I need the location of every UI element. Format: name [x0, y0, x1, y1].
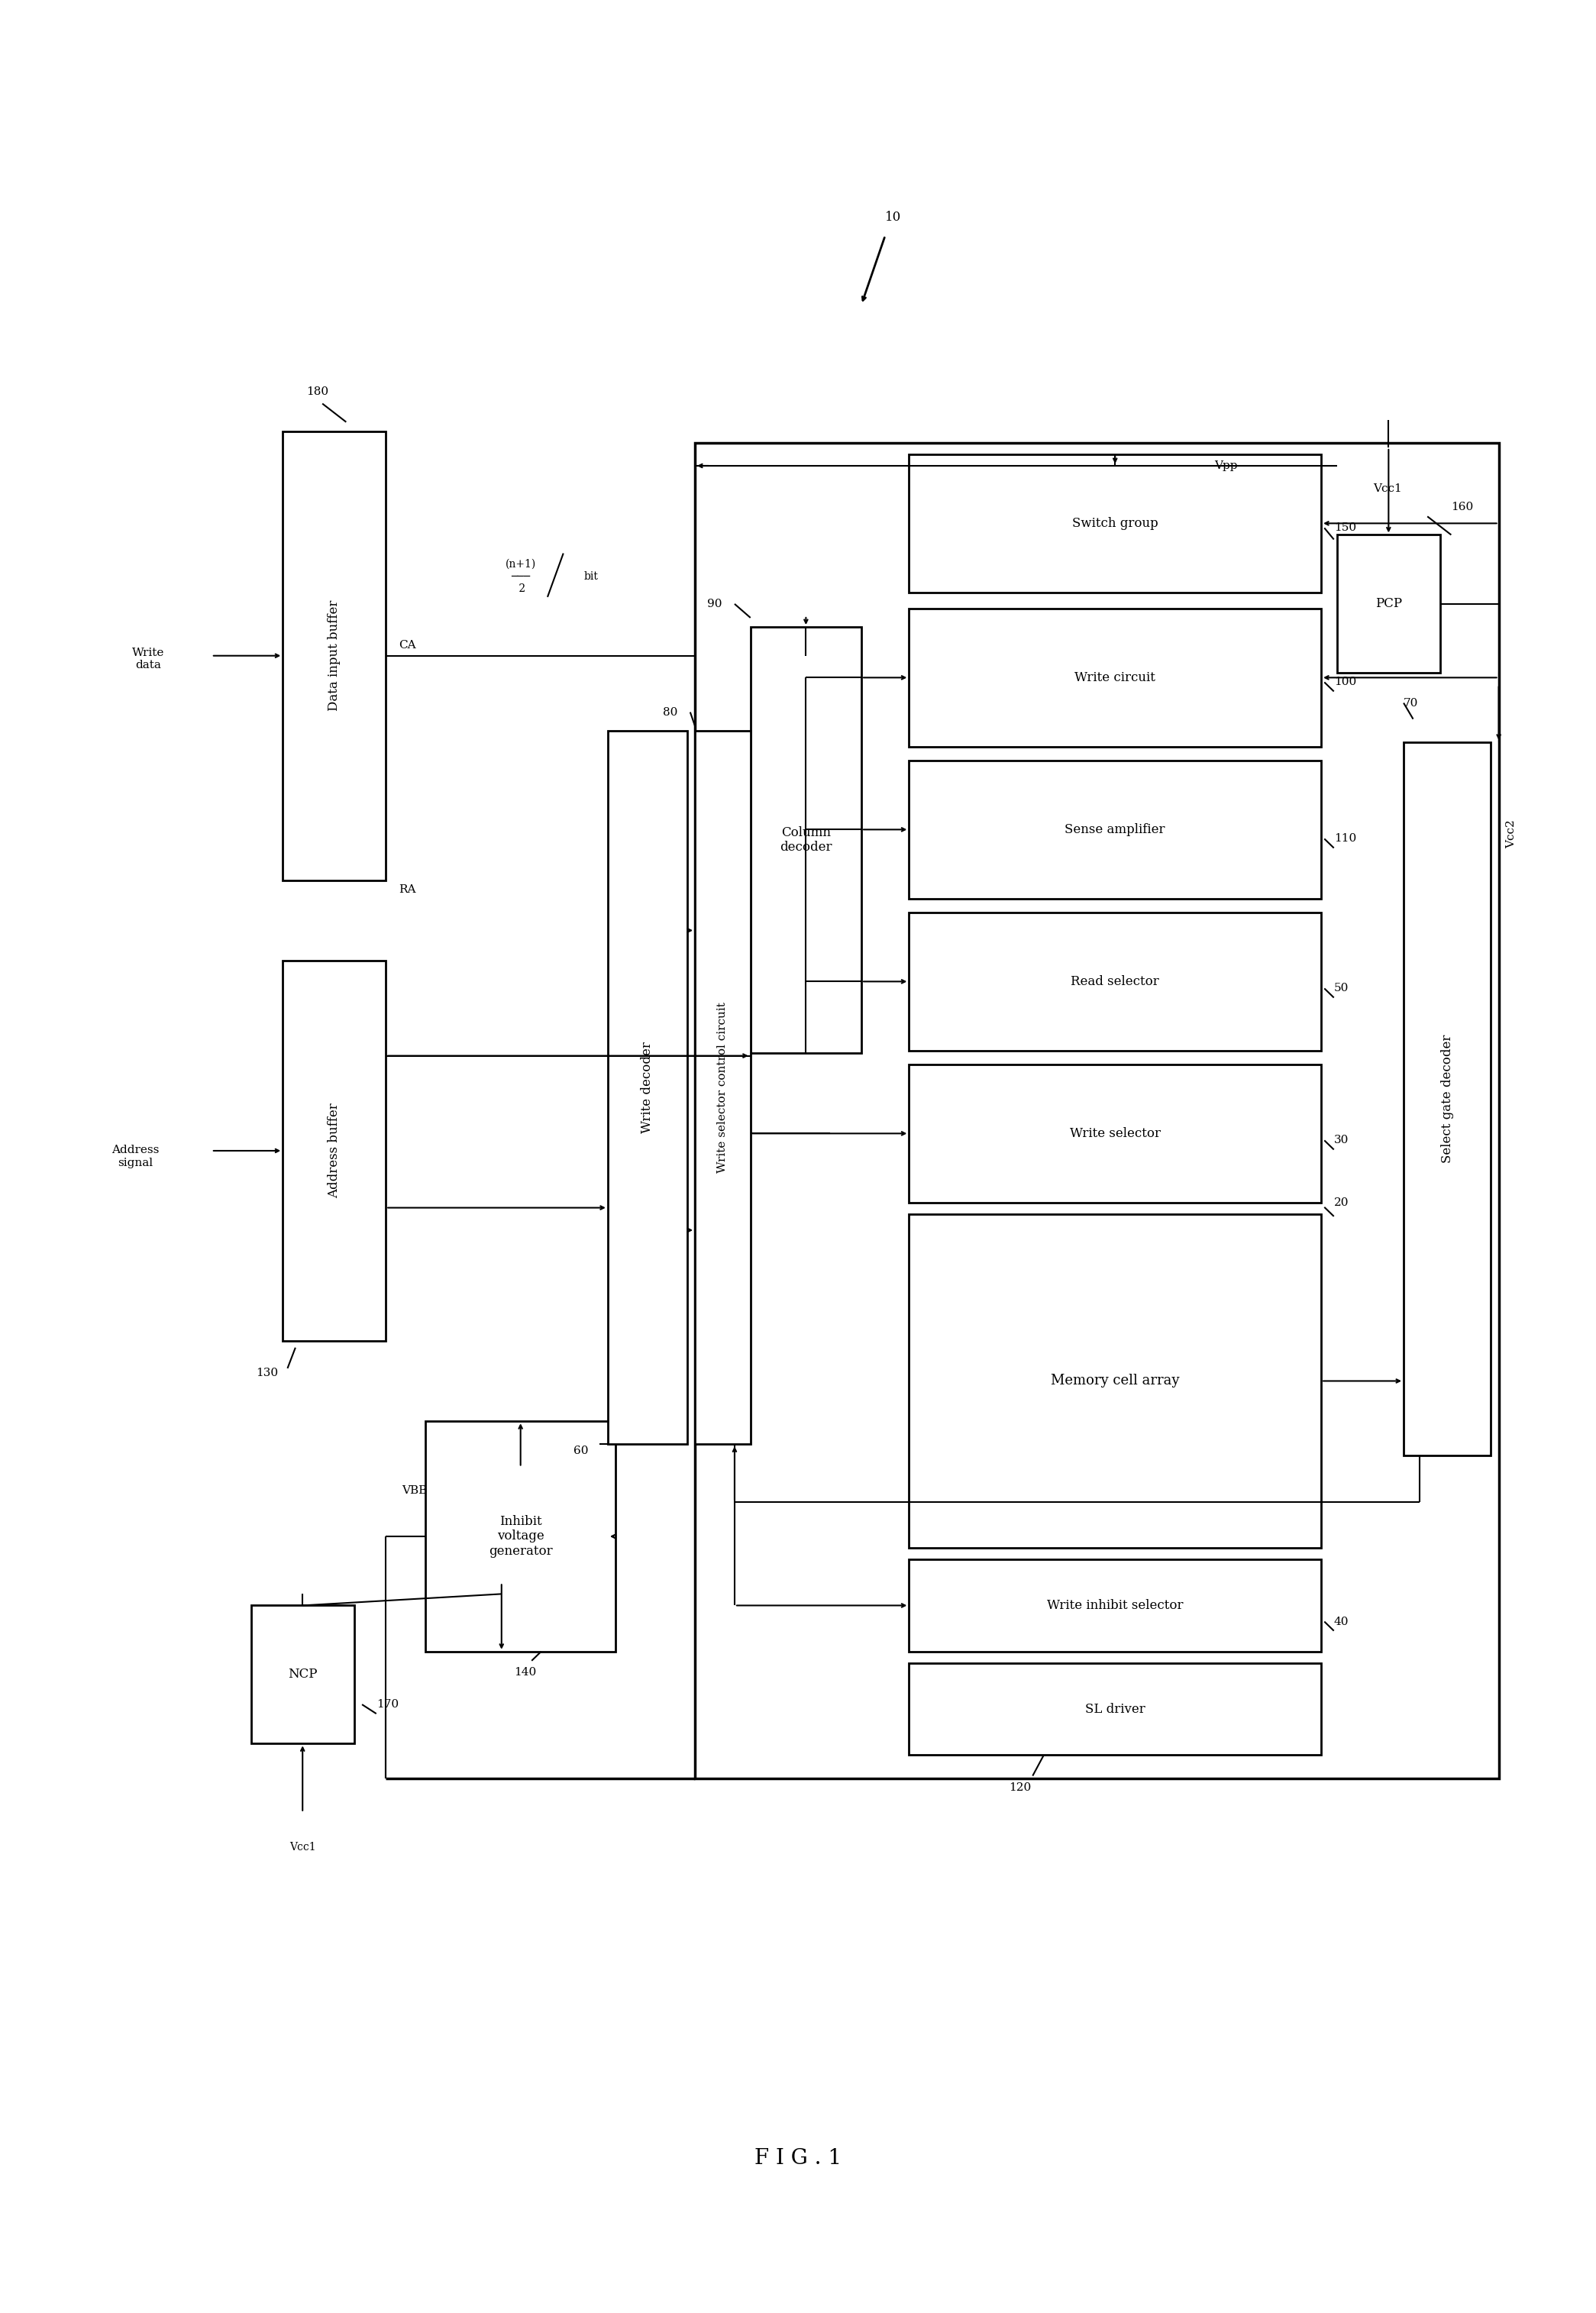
Text: Write selector: Write selector — [1069, 1126, 1160, 1140]
Text: 140: 140 — [514, 1668, 536, 1677]
Text: Data input buffer: Data input buffer — [327, 601, 342, 710]
Bar — [694, 442, 1499, 1779]
Bar — [1337, 534, 1440, 673]
Text: 170: 170 — [377, 1700, 399, 1709]
Text: 110: 110 — [1334, 833, 1357, 844]
Bar — [910, 761, 1321, 900]
Bar — [910, 1214, 1321, 1547]
Text: 100: 100 — [1334, 678, 1357, 687]
Bar — [910, 911, 1321, 1050]
Text: Write inhibit selector: Write inhibit selector — [1047, 1598, 1183, 1612]
Text: Column
decoder: Column decoder — [780, 826, 832, 853]
Bar — [282, 960, 386, 1342]
Text: Write circuit: Write circuit — [1074, 671, 1156, 685]
Text: 70: 70 — [1403, 699, 1419, 708]
Text: 160: 160 — [1451, 502, 1473, 513]
Bar — [608, 731, 686, 1443]
Bar — [750, 627, 862, 1052]
Text: 130: 130 — [255, 1367, 278, 1379]
Text: Switch group: Switch group — [1073, 516, 1159, 530]
Text: 40: 40 — [1334, 1617, 1349, 1626]
Text: Vpp: Vpp — [1215, 460, 1238, 472]
Text: (n+1)
───
 2: (n+1) ─── 2 — [506, 557, 536, 594]
Text: RA: RA — [399, 884, 415, 895]
Text: PCP: PCP — [1376, 597, 1401, 611]
Text: 20: 20 — [1334, 1198, 1349, 1207]
Text: Write
data: Write data — [132, 648, 164, 671]
Text: bit: bit — [584, 571, 598, 581]
Text: 10: 10 — [886, 210, 902, 224]
Bar — [251, 1605, 354, 1744]
Bar — [694, 731, 750, 1443]
Text: 120: 120 — [1009, 1781, 1031, 1793]
Text: Sense amplifier: Sense amplifier — [1065, 823, 1165, 835]
Text: 50: 50 — [1334, 983, 1349, 995]
Text: 80: 80 — [662, 708, 678, 717]
Text: NCP: NCP — [287, 1668, 318, 1682]
Text: Vcc1: Vcc1 — [1373, 483, 1403, 495]
Bar — [910, 1663, 1321, 1756]
Text: Address
signal: Address signal — [112, 1145, 160, 1168]
Text: 90: 90 — [707, 599, 721, 608]
Bar — [1403, 742, 1491, 1455]
Text: 150: 150 — [1334, 523, 1357, 534]
Bar — [282, 430, 386, 881]
Bar — [910, 1064, 1321, 1203]
Text: 60: 60 — [575, 1446, 589, 1457]
Text: Write decoder: Write decoder — [642, 1041, 654, 1133]
Text: VBB: VBB — [402, 1485, 428, 1497]
Text: Inhibit
voltage
generator: Inhibit voltage generator — [488, 1515, 552, 1559]
Text: 30: 30 — [1334, 1136, 1349, 1145]
Text: CA: CA — [399, 641, 415, 650]
Text: Select gate decoder: Select gate decoder — [1441, 1034, 1454, 1163]
Bar — [910, 608, 1321, 747]
Text: Memory cell array: Memory cell array — [1050, 1374, 1179, 1388]
Text: 180: 180 — [306, 386, 329, 398]
Text: Address buffer: Address buffer — [327, 1103, 342, 1198]
Bar — [910, 1559, 1321, 1651]
Text: F I G . 1: F I G . 1 — [755, 2149, 841, 2167]
Text: Read selector: Read selector — [1071, 976, 1159, 988]
Text: Write selector control circuit: Write selector control circuit — [717, 1002, 728, 1173]
Text: Vcc1: Vcc1 — [289, 1841, 316, 1853]
Text: SL driver: SL driver — [1085, 1702, 1146, 1716]
Bar — [910, 453, 1321, 592]
Bar — [426, 1420, 616, 1651]
Text: Vcc2: Vcc2 — [1507, 819, 1516, 849]
